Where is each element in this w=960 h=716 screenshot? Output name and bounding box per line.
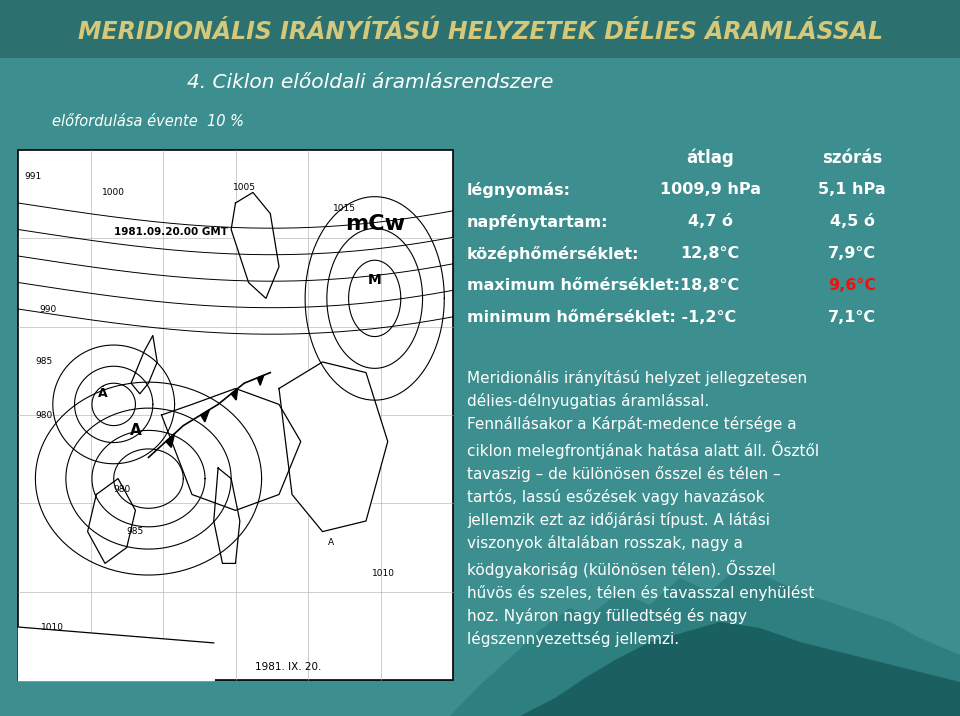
Text: napfénytartam:: napfénytartam: xyxy=(467,214,609,230)
Text: 9,6°C: 9,6°C xyxy=(828,279,876,294)
Text: átlag: átlag xyxy=(686,149,733,168)
Polygon shape xyxy=(520,622,960,716)
Text: A: A xyxy=(130,423,141,438)
Polygon shape xyxy=(161,389,300,511)
Text: mCw: mCw xyxy=(345,214,405,234)
Polygon shape xyxy=(279,362,388,531)
Text: minimum hőmérséklet: -1,2°C: minimum hőmérséklet: -1,2°C xyxy=(467,311,736,326)
Text: 7,1°C: 7,1°C xyxy=(828,311,876,326)
Text: 1005: 1005 xyxy=(232,183,255,192)
Polygon shape xyxy=(132,336,157,394)
Text: M: M xyxy=(368,273,381,287)
Text: 991: 991 xyxy=(24,172,41,181)
Polygon shape xyxy=(166,434,175,448)
Text: Á: Á xyxy=(98,387,108,400)
Text: maximum hőmérséklet:18,8°C: maximum hőmérséklet:18,8°C xyxy=(467,279,739,294)
Text: 1010: 1010 xyxy=(372,569,395,579)
Text: Meridionális irányítású helyzet jellegzetesen
délies-délnyugatias áramlással.
Fe: Meridionális irányítású helyzet jellegze… xyxy=(467,370,819,647)
Polygon shape xyxy=(201,410,209,422)
Bar xyxy=(18,150,453,680)
Bar xyxy=(0,0,960,58)
Polygon shape xyxy=(231,193,279,299)
Text: légnyomás:: légnyomás: xyxy=(467,182,571,198)
Text: 985: 985 xyxy=(36,357,53,367)
Text: 12,8°C: 12,8°C xyxy=(681,246,739,261)
Text: 985: 985 xyxy=(127,527,144,536)
Text: 7,9°C: 7,9°C xyxy=(828,246,876,261)
Text: A: A xyxy=(328,538,334,547)
Text: 1009,9 hPa: 1009,9 hPa xyxy=(660,183,760,198)
Text: középhőmérséklet:: középhőmérséklet: xyxy=(467,246,639,262)
Polygon shape xyxy=(231,389,238,400)
Polygon shape xyxy=(450,565,960,716)
Text: 980: 980 xyxy=(114,485,131,494)
Text: 4. Ciklon előoldali áramlásrendszere: 4. Ciklon előoldali áramlásrendszere xyxy=(187,72,553,92)
Text: 5,1 hPa: 5,1 hPa xyxy=(818,183,886,198)
Text: 990: 990 xyxy=(39,304,57,314)
Text: 1981.09.20.00 GMT: 1981.09.20.00 GMT xyxy=(113,227,228,237)
Text: 1015: 1015 xyxy=(333,204,356,213)
Text: 1000: 1000 xyxy=(102,188,125,197)
Polygon shape xyxy=(214,468,240,563)
Text: 4,5 ó: 4,5 ó xyxy=(829,215,875,230)
Text: 1981. IX. 20.: 1981. IX. 20. xyxy=(254,662,321,672)
Text: szórás: szórás xyxy=(822,149,882,167)
Polygon shape xyxy=(257,375,264,385)
Text: előfordulása évente  10 %: előfordulása évente 10 % xyxy=(52,115,244,130)
Text: 4,7 ó: 4,7 ó xyxy=(687,215,732,230)
Text: 980: 980 xyxy=(36,410,53,420)
Text: MERIDIONÁLIS IRÁNYÍTÁSÚ HELYZETEK DÉLIES ÁRAMLÁSSAL: MERIDIONÁLIS IRÁNYÍTÁSÚ HELYZETEK DÉLIES… xyxy=(78,20,882,44)
Polygon shape xyxy=(87,478,135,563)
Text: 1010: 1010 xyxy=(41,622,64,632)
